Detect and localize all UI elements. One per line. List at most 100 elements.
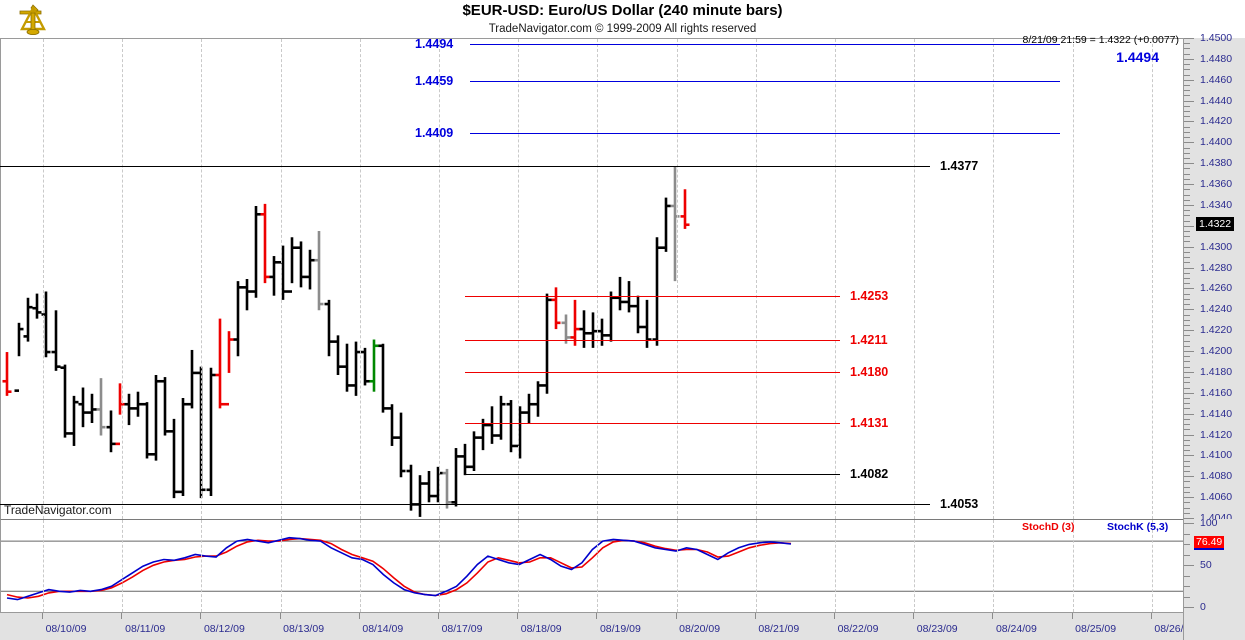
stoch-tick-label: 100 (1200, 517, 1218, 530)
gridline-vertical (1072, 39, 1074, 519)
ohlc-bar (342, 343, 352, 392)
price-minor-tick (1184, 330, 1190, 332)
gridline-vertical (755, 39, 757, 519)
price-minor-tick (1184, 142, 1190, 144)
price-minor-tick (1184, 319, 1190, 321)
price-minor-tick (1184, 382, 1190, 384)
chart-header: $EUR-USD: Euro/US Dollar (240 minute bar… (0, 0, 1245, 40)
price-axis-scale[interactable]: 1.4500 1.4480 1.4460 1.4440 1.4420 1.4400 1.43… (1183, 32, 1245, 524)
price-minor-tick (1184, 444, 1190, 446)
price-minor-tick (1184, 173, 1190, 175)
price-minor-tick (1184, 204, 1190, 206)
price-tick-label: 1.4460 (1200, 73, 1233, 86)
ohlc-bar (206, 367, 216, 497)
date-tick (517, 613, 519, 619)
stochastic-axis-scale[interactable]: 100 50 0 76.49 (1183, 517, 1245, 613)
price-minor-tick (1184, 345, 1190, 347)
price-level-line[interactable] (465, 295, 840, 297)
date-tick (121, 613, 123, 619)
stoch-minor-tick (1184, 565, 1190, 567)
watermark-label: TradeNavigator.com (4, 503, 112, 517)
price-level-line[interactable] (465, 474, 840, 476)
stochastic-canvas (1, 536, 1183, 601)
gridline-vertical (43, 520, 44, 612)
price-level-line[interactable] (470, 80, 1060, 82)
ohlc-bar (160, 377, 170, 436)
price-minor-tick (1184, 439, 1190, 441)
price-minor-tick (1184, 272, 1190, 274)
date-tick-label: 08/20/09 (679, 623, 721, 635)
price-minor-tick (1184, 298, 1190, 300)
price-minor-tick (1184, 38, 1190, 39)
ohlc-bar (579, 310, 589, 348)
ohlc-bar (424, 471, 434, 503)
date-tick-label: 08/18/09 (520, 623, 562, 635)
price-minor-tick (1184, 53, 1190, 55)
ohlc-bar (314, 231, 324, 311)
price-tick-label: 1.4300 (1200, 240, 1233, 253)
ohlc-bar (69, 395, 79, 446)
ohlc-bar (396, 412, 406, 478)
ohlc-bar (378, 343, 388, 413)
ohlc-bar (142, 402, 152, 459)
price-minor-tick (1184, 518, 1190, 519)
price-minor-tick (1184, 84, 1190, 86)
stochastic-indicator-pane[interactable] (0, 519, 1183, 612)
sextant-logo (14, 2, 52, 36)
date-axis[interactable]: 08/10/09 08/11/09 08/12/09 08/13/09 08/14/09… (0, 612, 1245, 640)
price-level-line[interactable] (470, 132, 1060, 134)
gridline-vertical (122, 520, 124, 612)
price-chart-pane[interactable] (0, 38, 1183, 519)
price-minor-tick (1184, 335, 1190, 337)
ohlc-bar (487, 406, 497, 444)
price-tick-label: 1.4160 (1200, 386, 1233, 399)
ohlc-bar (561, 314, 571, 344)
price-tick-label: 1.4400 (1200, 136, 1233, 149)
price-minor-tick (1184, 450, 1190, 452)
price-level-label: 1.4409 (415, 125, 454, 140)
price-minor-tick (1184, 408, 1190, 410)
price-minor-tick (1184, 356, 1190, 358)
date-tick (1071, 613, 1073, 619)
date-tick (596, 613, 598, 619)
price-minor-tick (1184, 168, 1190, 170)
ohlc-bar (406, 464, 416, 511)
price-minor-tick (1184, 251, 1190, 253)
gridline-vertical (439, 520, 440, 612)
price-minor-tick (1184, 257, 1190, 259)
date-tick-label: 08/12/09 (203, 623, 245, 635)
price-level-line[interactable] (465, 423, 840, 425)
gridline-vertical (676, 520, 678, 612)
price-minor-tick (1184, 429, 1190, 431)
price-level-line[interactable] (470, 44, 1060, 46)
stoch-k-legend: StochK (5,3) (1107, 521, 1169, 533)
ohlc-bar (305, 249, 315, 290)
price-level-line[interactable] (465, 339, 840, 341)
ohlc-bar (506, 400, 516, 453)
ohlc-bar (133, 391, 143, 417)
price-level-label: 1.4494 (415, 37, 454, 52)
date-tick-label: 08/23/09 (916, 623, 958, 635)
gridline-vertical (201, 39, 203, 519)
stoch-current-value-tag: 76.49 (1194, 536, 1225, 551)
date-tick (754, 613, 756, 619)
price-minor-tick (1184, 79, 1190, 81)
price-minor-tick (1184, 246, 1190, 248)
stoch-tick-label: 0 (1200, 601, 1206, 613)
gridline-vertical (518, 39, 520, 519)
price-level-line[interactable] (465, 371, 840, 373)
price-tick-label: 1.4380 (1200, 157, 1233, 170)
ohlc-bar (351, 341, 361, 396)
price-minor-tick (1184, 236, 1190, 238)
price-minor-tick (1184, 304, 1190, 306)
price-level-line[interactable] (0, 166, 930, 168)
ohlc-bar (588, 312, 598, 348)
price-minor-tick (1184, 455, 1190, 457)
price-minor-tick (1184, 293, 1190, 295)
price-level-label: 1.4211 (850, 332, 888, 347)
price-level-line[interactable] (0, 504, 930, 506)
current-price-tag: 1.4322 (1196, 216, 1235, 231)
price-minor-tick (1184, 288, 1190, 290)
ohlc-bar (533, 381, 543, 417)
price-tick-label: 1.4480 (1200, 52, 1233, 65)
